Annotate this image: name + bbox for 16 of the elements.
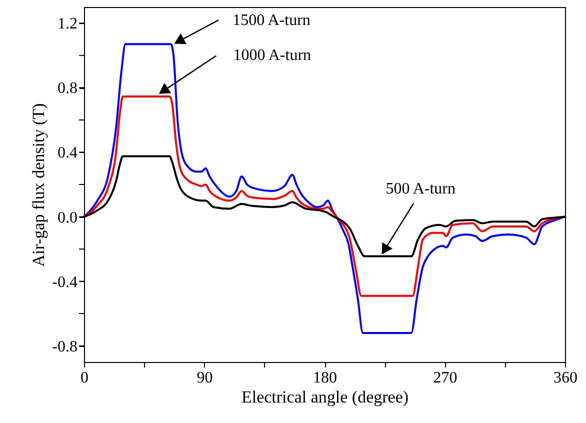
y-tick-label: 1.2 bbox=[58, 16, 78, 33]
x-tick-label: 180 bbox=[313, 370, 337, 386]
annotation: 1500 A-turn bbox=[232, 12, 310, 30]
y-tick-label: 0.4 bbox=[58, 144, 78, 162]
x-axis-title: Electrical angle (degree) bbox=[241, 388, 409, 406]
x-tick-label: 90 bbox=[196, 370, 213, 386]
x-tick-label: 270 bbox=[433, 370, 458, 386]
annotation: 500 A-turn bbox=[386, 180, 456, 198]
x-tick-label: 360 bbox=[554, 370, 578, 386]
y-axis-title: Air-gap flux density (T) bbox=[29, 103, 48, 267]
y-tick-label: -0.8 bbox=[52, 338, 78, 356]
x-tick-label: 0 bbox=[80, 370, 88, 386]
y-tick-label: -0.4 bbox=[52, 274, 78, 291]
y-tick-label: 0.0 bbox=[58, 209, 78, 226]
annotation: 1000 A-turn bbox=[233, 46, 312, 64]
y-tick-label: 0.8 bbox=[58, 80, 78, 98]
